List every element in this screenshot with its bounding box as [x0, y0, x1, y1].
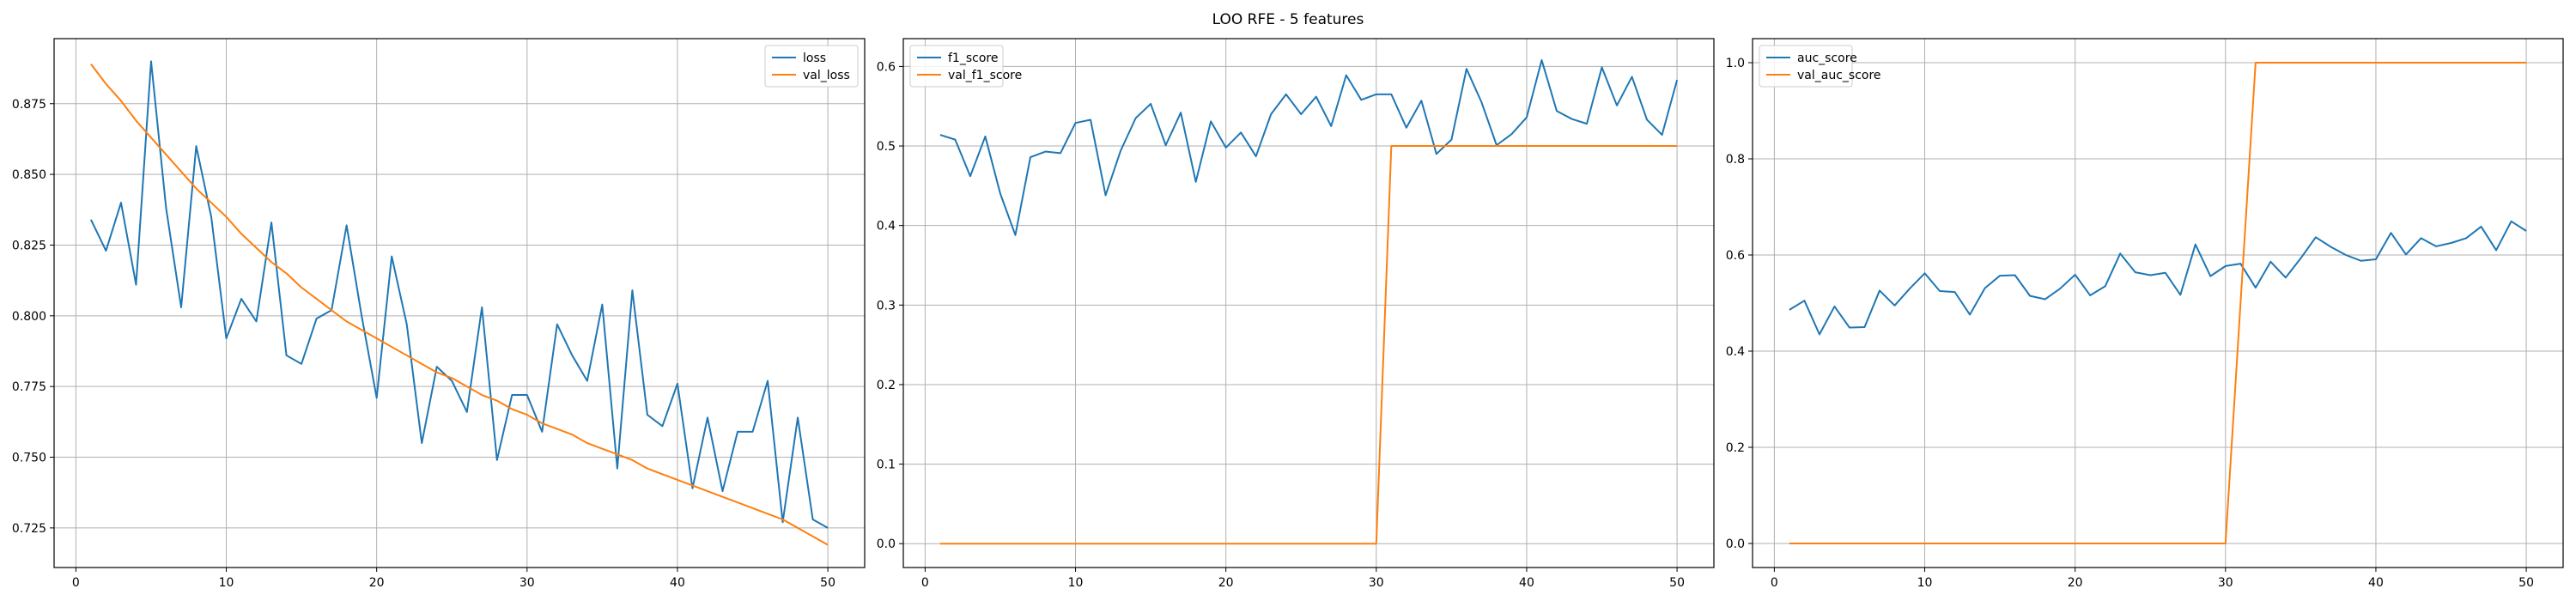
- x-tick-label: 40: [2368, 576, 2384, 590]
- x-tick-label: 10: [1917, 576, 1933, 590]
- series-line-val-loss: [90, 64, 829, 546]
- y-tick-label: 0.850: [12, 168, 46, 182]
- x-tick-label: 0: [921, 576, 929, 590]
- y-tick-label: 0.2: [877, 379, 896, 392]
- x-tick-label: 40: [670, 576, 685, 590]
- series-line-f1-score: [939, 59, 1679, 236]
- legend-label: f1_score: [948, 52, 998, 65]
- y-tick-label: 0.5: [877, 140, 896, 154]
- y-tick-label: 0.725: [12, 522, 46, 536]
- y-tick-label: 1.0: [1726, 57, 1745, 70]
- x-tick-label: 20: [1218, 576, 1234, 590]
- plot-area: [1753, 39, 2563, 568]
- legend-label: loss: [803, 52, 826, 65]
- legend-box: [909, 45, 1004, 88]
- y-tick-label: 0.3: [877, 299, 896, 313]
- x-tick-label: 50: [2518, 576, 2534, 590]
- x-tick-label: 30: [2218, 576, 2233, 590]
- loss-subplot: 0 10 20 30 40 50 0.725 0.750 0.775 0.800 0.825 0.85…: [12, 38, 866, 590]
- y-tick-label: 0.0: [877, 537, 896, 551]
- x-tick-label: 40: [1519, 576, 1534, 590]
- legend-label: val_f1_score: [948, 69, 1022, 82]
- x-tick-label: 10: [219, 576, 234, 590]
- series-line-val-auc-score: [1789, 62, 2527, 544]
- legend: auc_score val_auc_score: [1759, 45, 1881, 88]
- auc-score-subplot: 0 10 20 30 40 50 0.0 0.2 0.4 0.6 0.8 1.0 auc_scoreva…: [1726, 38, 2564, 590]
- series-line-loss: [90, 60, 829, 529]
- legend-box: [1759, 45, 1853, 88]
- figure-title: LOO RFE - 5 features: [1212, 11, 1364, 28]
- x-tick-label: 10: [1068, 576, 1084, 590]
- y-tick-label: 0.825: [12, 239, 46, 252]
- plot-area: [54, 39, 865, 568]
- x-tick-label: 30: [1369, 576, 1384, 590]
- legend-label: val_auc_score: [1797, 69, 1881, 82]
- y-tick-label: 0.775: [12, 380, 46, 394]
- x-tick-label: 0: [72, 576, 80, 590]
- x-tick-label: 20: [369, 576, 385, 590]
- y-tick-label: 0.800: [12, 310, 46, 324]
- x-tick-label: 50: [1669, 576, 1685, 590]
- y-tick-label: 0.4: [877, 220, 896, 234]
- y-tick-label: 0.6: [877, 60, 896, 74]
- series-line-val-f1-score: [939, 145, 1678, 545]
- x-tick-label: 50: [820, 576, 835, 590]
- legend: f1_score val_f1_score: [909, 45, 1022, 88]
- y-tick-label: 0.4: [1726, 345, 1745, 359]
- y-tick-label: 0.0: [1726, 537, 1745, 551]
- legend-label: auc_score: [1797, 52, 1857, 65]
- y-tick-label: 0.2: [1726, 441, 1745, 455]
- x-tick-label: 20: [2068, 576, 2083, 590]
- axes-frame: [53, 38, 866, 568]
- series-line-auc-score: [1789, 220, 2527, 336]
- y-tick-label: 0.750: [12, 452, 46, 465]
- y-tick-label: 0.8: [1726, 153, 1745, 167]
- axes-frame: [902, 38, 1715, 568]
- y-tick-label: 0.1: [877, 458, 896, 472]
- legend: loss val_loss: [764, 45, 859, 88]
- f1-score-subplot: 0 10 20 30 40 50 0.0 0.1 0.2 0.3 0.4 0.5 0.6 f1_score…: [877, 38, 1715, 590]
- plot-area: [903, 39, 1714, 568]
- y-tick-label: 0.6: [1726, 249, 1745, 263]
- y-tick-label: 0.875: [12, 98, 46, 112]
- legend-label: val_loss: [803, 69, 850, 82]
- x-tick-label: 0: [1771, 576, 1778, 590]
- axes-frame: [1752, 38, 2564, 568]
- legend-box: [764, 45, 859, 88]
- x-tick-label: 30: [519, 576, 535, 590]
